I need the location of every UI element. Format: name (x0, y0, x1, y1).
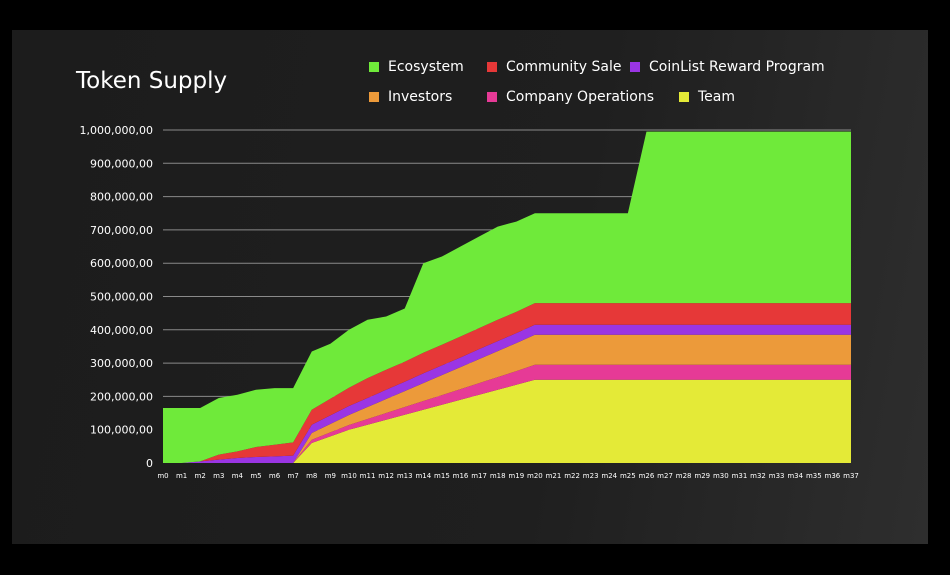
legend-swatch (630, 62, 640, 72)
legend-swatch (487, 62, 497, 72)
legend-item-investors: Investors (369, 89, 452, 105)
x-tick-label: m16 (453, 472, 469, 480)
legend-item-team: Team (679, 89, 735, 105)
x-tick-label: m1 (176, 472, 187, 480)
legend-swatch (369, 92, 379, 102)
y-tick-label: 200,000,00 (90, 390, 153, 403)
x-tick-label: m19 (508, 472, 524, 480)
x-tick-label: m6 (269, 472, 281, 480)
y-tick-label: 500,000,00 (90, 291, 153, 304)
y-tick-label: 300,000,00 (90, 357, 153, 370)
x-tick-label: m4 (232, 472, 244, 480)
x-tick-label: m13 (397, 472, 413, 480)
area-investors (163, 334, 851, 463)
legend-swatch (679, 92, 689, 102)
x-tick-label: m31 (732, 472, 748, 480)
x-tick-label: m15 (434, 472, 450, 480)
y-axis-ticks: 0 100,000,00 200,000,00 300,000,00 400,000,0… (80, 124, 153, 470)
x-tick-label: m12 (378, 472, 394, 480)
x-axis-ticks: m0 m1 m2 m3 m4 m5 m6 m7 m8 m9 m10 m11 m12 m13 m14 m15 m1… (157, 472, 859, 480)
y-tick-label: 800,000,00 (90, 191, 153, 204)
legend-item-coinlist-reward-program: CoinList Reward Program (630, 59, 825, 75)
x-tick-label: m32 (750, 472, 766, 480)
y-tick-label: 700,000,00 (90, 224, 153, 237)
x-tick-label: m10 (341, 472, 357, 480)
y-tick-label: 100,000,00 (90, 424, 153, 437)
x-tick-label: m26 (639, 472, 655, 480)
x-tick-label: m8 (306, 472, 317, 480)
x-tick-label: m33 (769, 472, 785, 480)
legend-swatch (487, 92, 497, 102)
area-series (163, 131, 851, 464)
x-tick-label: m29 (694, 472, 710, 480)
legend-swatch (369, 62, 379, 72)
area-community-sale (163, 303, 851, 463)
area-team (163, 379, 851, 463)
chart-title: Token Supply (76, 68, 228, 94)
legend-label: Company Operations (506, 89, 655, 105)
legend-label: Community Sale (506, 59, 622, 75)
x-tick-label: m21 (546, 472, 562, 480)
x-tick-label: m30 (713, 472, 729, 480)
x-tick-label: m23 (583, 472, 599, 480)
x-tick-label: m5 (250, 472, 261, 480)
x-tick-label: m35 (806, 472, 822, 480)
legend-item-community-sale: Community Sale (487, 59, 621, 75)
y-tick-label: 900,000,00 (90, 157, 153, 170)
x-tick-label: m14 (415, 472, 431, 480)
y-tick-label: 600,000,00 (90, 257, 153, 270)
legend-label: CoinList Reward Program (649, 59, 825, 75)
x-tick-label: m28 (676, 472, 692, 480)
y-tick-label: 400,000,00 (90, 324, 153, 337)
x-tick-label: m9 (325, 472, 336, 480)
area-ecosystem (163, 131, 851, 464)
x-tick-label: m7 (288, 472, 299, 480)
x-tick-label: m11 (360, 472, 376, 480)
x-tick-label: m20 (527, 472, 543, 480)
y-tick-label: 1,000,000,00 (80, 124, 153, 137)
x-tick-label: m25 (620, 472, 636, 480)
legend-label: Investors (388, 89, 453, 105)
x-tick-label: m3 (213, 472, 224, 480)
x-tick-label: m2 (195, 472, 206, 480)
x-tick-label: m34 (787, 472, 803, 480)
x-tick-label: m37 (843, 472, 859, 480)
legend-label: Ecosystem (388, 59, 464, 75)
x-tick-label: m24 (601, 472, 617, 480)
legend-label: Team (698, 89, 736, 105)
area-company-operations (163, 364, 851, 463)
legend-item-company-operations: Company Operations (487, 89, 654, 105)
x-tick-label: m22 (564, 472, 580, 480)
x-tick-label: m18 (490, 472, 506, 480)
x-tick-label: m27 (657, 472, 673, 480)
x-tick-label: m17 (471, 472, 487, 480)
x-tick-label: m0 (157, 472, 168, 480)
x-tick-label: m36 (825, 472, 841, 480)
y-tick-label: 0 (146, 457, 153, 470)
legend-item-ecosystem: Ecosystem (369, 59, 464, 75)
